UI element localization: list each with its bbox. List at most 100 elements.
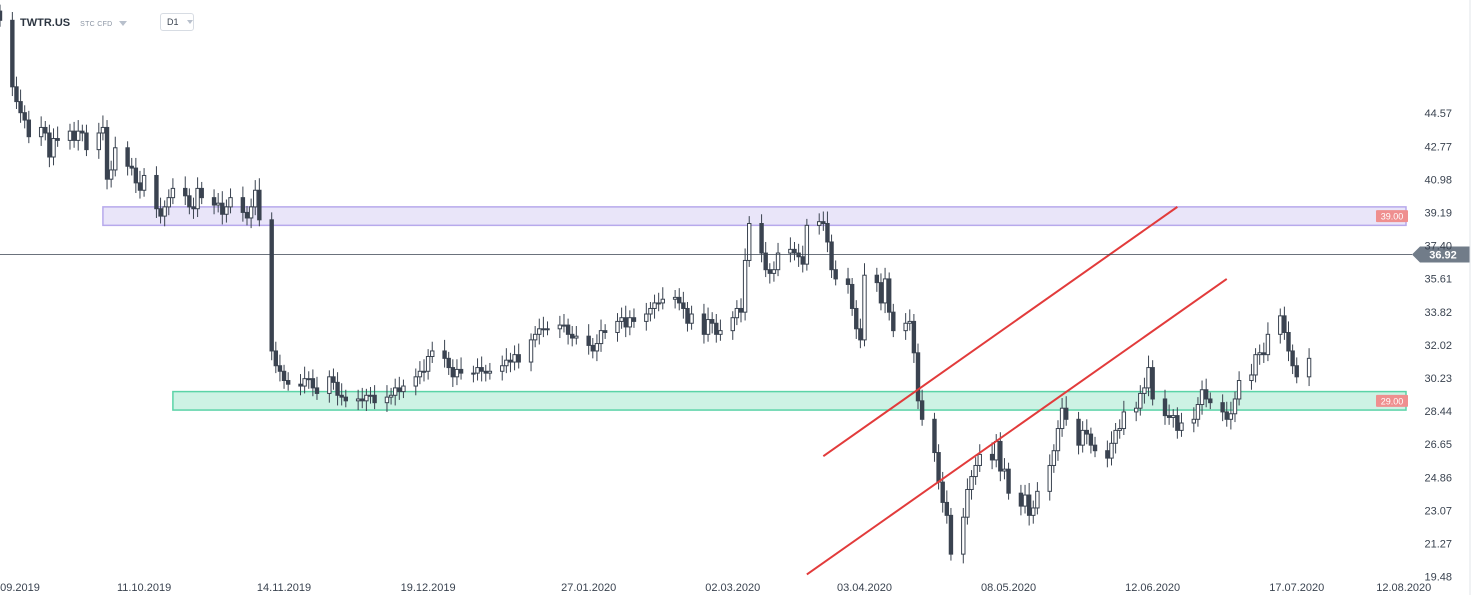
candle-body [759,223,764,254]
channel-trend-line [806,278,1228,576]
candle-body [154,174,159,210]
horizontal-zone [102,206,1407,227]
candle-body [516,354,521,363]
candle-body [113,147,118,171]
candle-body [845,278,851,285]
candle-body [504,359,509,367]
candle-body [1199,389,1205,406]
y-tick-label: 39.19 [1424,208,1452,220]
candle-body [1138,392,1143,409]
candle-body [570,333,575,339]
candle-body [76,130,81,141]
candle-body [281,370,287,382]
current-price-badge [1412,246,1470,263]
instrument-type-label: STC CFD [80,20,113,28]
x-tick-label: 27.01.2020 [561,582,616,594]
y-tick-label: 44.57 [1424,108,1452,120]
candle-body [561,324,567,327]
price-line-layer: 36.92 [0,246,1470,263]
candle-body [738,307,744,313]
candle-body [590,344,595,352]
candle-body [1047,464,1052,492]
candle-body [800,256,805,265]
candle-body [1253,354,1258,376]
candle-body [240,197,246,213]
x-tick-label: 12.08.2020 [1376,582,1431,594]
candle-body [471,372,476,375]
candle-body [199,187,204,199]
x-tick-label: 08.05.2020 [981,582,1036,594]
candle-body [545,328,550,331]
y-tick-label: 33.82 [1424,307,1452,319]
candle-body [392,387,398,396]
candle-body [1249,374,1254,382]
candle-body [133,167,139,184]
candle-body [51,138,56,158]
timeframe-select[interactable]: D1 [160,13,194,31]
candle-body [792,248,797,254]
candle-body [932,418,937,454]
candle-body [191,206,196,210]
candle-body [454,368,460,378]
candle-body [862,274,867,341]
candle-body [277,365,283,372]
candle-body [364,394,369,402]
candle-body [84,132,89,151]
candle-body [355,398,361,402]
candle-body [1290,350,1295,367]
candle-body [1031,507,1036,516]
candle-body [1257,352,1262,356]
candle-body [397,387,402,393]
candle-body [911,320,917,354]
candle-body [907,320,912,324]
y-tick-label: 35.61 [1424,274,1452,286]
candle-body [96,132,101,151]
candle-body [1162,398,1168,417]
current-price-label: 36.92 [1429,250,1457,262]
candle-body [430,350,435,357]
candle-body [878,282,884,304]
candle-body [874,274,880,284]
chevron-down-icon[interactable] [118,20,127,26]
candle-body [998,440,1003,472]
candle-body [705,319,711,335]
candle-body [1121,411,1127,430]
candle-body [1084,429,1089,435]
candle-body [253,189,258,208]
candle-body [672,296,678,300]
candle-body [936,452,941,483]
candle-body [763,252,768,271]
level-badge-label: 29.00 [1381,396,1404,406]
trendlines-layer [806,206,1228,576]
level-badge [1376,210,1408,223]
candle-body [166,197,171,208]
level-badge-label: 39.00 [1381,212,1404,222]
candle-body [10,19,15,88]
candle-body [298,383,303,387]
candle-body [67,130,73,141]
candle-body [158,208,163,217]
candle-body [141,174,147,191]
candle-body [825,223,830,243]
candle-body [977,453,982,466]
y-tick-label: 42.77 [1424,141,1452,153]
x-tick-label: 19.12.2019 [401,582,456,594]
y-axis: 44.57 42.77 40.98 39.19 37.40 35.61 33.82 32.02… [1424,0,1471,595]
y-tick-label: 24.86 [1424,472,1452,484]
candle-body [1265,333,1271,356]
candle-body [602,330,608,333]
candle-body [183,187,188,197]
candle-body [442,350,447,359]
candle-body [709,319,715,324]
candle-body [512,354,517,363]
candle-body [989,453,995,461]
candle-body [384,396,390,404]
candle-body [586,335,591,346]
candle-body [1191,418,1197,424]
candle-body [1278,315,1283,335]
candle-body [228,197,233,208]
candle-body [944,501,950,516]
candle-body [450,367,456,378]
candle-body [689,313,694,324]
